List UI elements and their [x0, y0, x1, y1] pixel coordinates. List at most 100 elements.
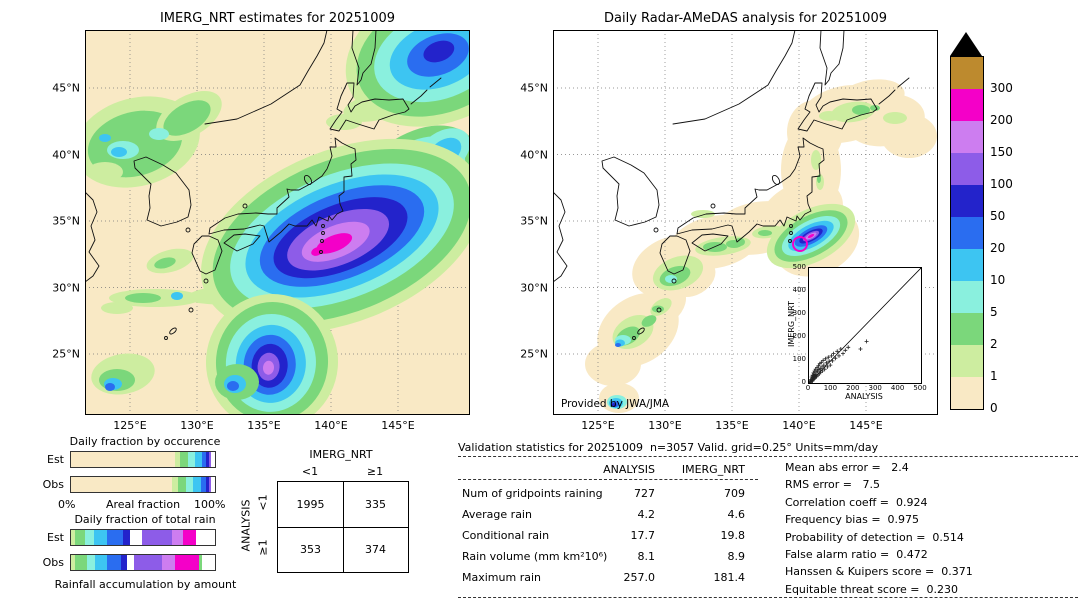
bar-segment	[209, 452, 211, 467]
stats-value-analysis: 17.7	[630, 529, 656, 542]
stats-value-imerg: 19.8	[720, 529, 746, 542]
colorbar-tick-label: 50	[990, 209, 1006, 223]
colorbar-labels: 300 200 150 100 50 20 10 5 2 1 0	[990, 0, 1030, 612]
bar-segment	[134, 555, 162, 570]
radar-map	[553, 30, 938, 415]
bar-segment	[75, 530, 86, 545]
bar-segment	[75, 555, 87, 570]
occurrence-bar-est	[70, 451, 216, 468]
skill-score-line: RMS error = 7.5	[785, 478, 880, 492]
skill-score-line: Hanssen & Kuipers score = 0.371	[785, 565, 973, 579]
bar-segment	[180, 452, 188, 467]
radar-map-svg	[553, 30, 938, 415]
bar-segment	[199, 555, 202, 570]
bar-segment	[171, 530, 184, 545]
colorbar-tick-label: 200	[990, 113, 1013, 127]
inset-y-tick-label: 200	[792, 332, 806, 340]
bar-segment	[200, 477, 207, 492]
bar-segment	[122, 530, 130, 545]
map-left-title: IMERG_NRT estimates for 20251009	[159, 11, 396, 26]
areal-fraction-min: 0%	[58, 498, 76, 511]
colorbar-segment	[951, 121, 983, 153]
colorbar-bar	[950, 56, 984, 410]
colorbar-segment	[951, 217, 983, 249]
radar-heavy-rain-streak	[766, 203, 856, 269]
inset-y-tick-label: 0	[801, 378, 806, 386]
areal-fraction-label: Areal fraction	[105, 498, 181, 511]
row-label-obs: Obs	[42, 478, 64, 491]
stats-value-imerg: 4.6	[727, 508, 746, 521]
stats-title: Validation statistics for 20251009 n=305…	[458, 441, 879, 454]
colorbar-segment	[951, 313, 983, 345]
occurrence-title: Daily fraction by occurence	[69, 435, 221, 448]
inset-y-tick-label: 400	[792, 286, 806, 294]
divider	[458, 479, 758, 480]
bar-segment	[201, 555, 215, 570]
inset-points	[809, 339, 869, 383]
bar-segment	[95, 555, 107, 570]
colorbar-segment	[951, 377, 983, 409]
inset-x-tick-label: 500	[913, 384, 927, 392]
colorbar-segment	[951, 345, 983, 377]
skill-score-line: Frequency bias = 0.975	[785, 513, 920, 527]
contingency-col-label: ≥1	[366, 465, 384, 478]
imerg-map-svg	[85, 30, 470, 415]
coastline-japan	[85, 30, 442, 340]
bar-segment	[186, 477, 194, 492]
row-label-est: Est	[47, 531, 64, 544]
max-rain-marker	[792, 236, 808, 252]
colorbar-segment	[951, 57, 983, 89]
bar-segment	[106, 530, 123, 545]
stats-row-label: Average rain	[462, 508, 532, 521]
bar-segment	[141, 530, 172, 545]
credit-text: Provided by JWA/JMA	[561, 398, 670, 410]
inset-x-tick-label: 200	[846, 384, 860, 392]
inset-x-tick-label: 400	[890, 384, 905, 392]
lat-tick: 35°N	[52, 214, 80, 228]
stats-row-label: Conditional rain	[462, 529, 550, 542]
bar-segment	[193, 477, 201, 492]
bar-segment	[209, 477, 211, 492]
bar-segment	[174, 555, 200, 570]
bar-segment	[196, 530, 215, 545]
inset-y-tick-label: 500	[792, 263, 806, 271]
lat-tick: 35°N	[520, 214, 548, 228]
colorbar-tick-label: 0	[990, 401, 998, 415]
stats-col-header: IMERG_NRT	[681, 463, 745, 476]
lat-tick: 40°N	[520, 148, 548, 161]
total-rain-bar-est	[70, 529, 216, 546]
bar-segment	[183, 530, 197, 545]
row-label-est: Est	[47, 453, 64, 466]
bar-segment	[106, 555, 122, 570]
bar-segment	[86, 555, 96, 570]
contingency-row-group: ANALYSIS	[239, 499, 253, 552]
inset-scatter	[808, 267, 922, 384]
contingency-cell: 335	[365, 498, 386, 511]
map-right-title: Daily Radar-AMeDAS analysis for 20251009	[604, 11, 887, 26]
inset-y-tick-label: 100	[792, 355, 806, 363]
lon-tick: 130°E	[648, 419, 682, 432]
skill-score-line: Mean abs error = 2.4	[785, 461, 909, 474]
total-rain-bar-obs	[70, 554, 216, 571]
contingency-cell: 374	[365, 543, 386, 556]
lon-tick: 145°E	[849, 419, 883, 432]
inset-xlabel: ANALYSIS	[845, 392, 883, 401]
colorbar-segment	[951, 185, 983, 217]
table-divider	[278, 527, 408, 528]
colorbar-segment	[951, 249, 983, 281]
contingency-row-label: <1	[256, 494, 270, 511]
bar-segment	[85, 530, 95, 545]
colorbar-segment	[951, 281, 983, 313]
inset-x-tick-label: 0	[805, 384, 811, 392]
lat-tick: 45°N	[52, 81, 80, 95]
lat-tick: 45°N	[520, 81, 548, 95]
stats-value-analysis: 257.0	[623, 571, 656, 584]
inset-scatter-svg	[809, 268, 921, 383]
occurrence-bar-obs	[70, 476, 216, 493]
stats-value-imerg: 709	[724, 487, 745, 500]
stats-row-label: Num of gridpoints raining	[462, 487, 603, 500]
inset-ylabel: IMERG_NRT	[787, 301, 796, 347]
bar-segment	[206, 477, 210, 492]
bar-segment	[94, 530, 107, 545]
bar-segment	[71, 530, 76, 545]
